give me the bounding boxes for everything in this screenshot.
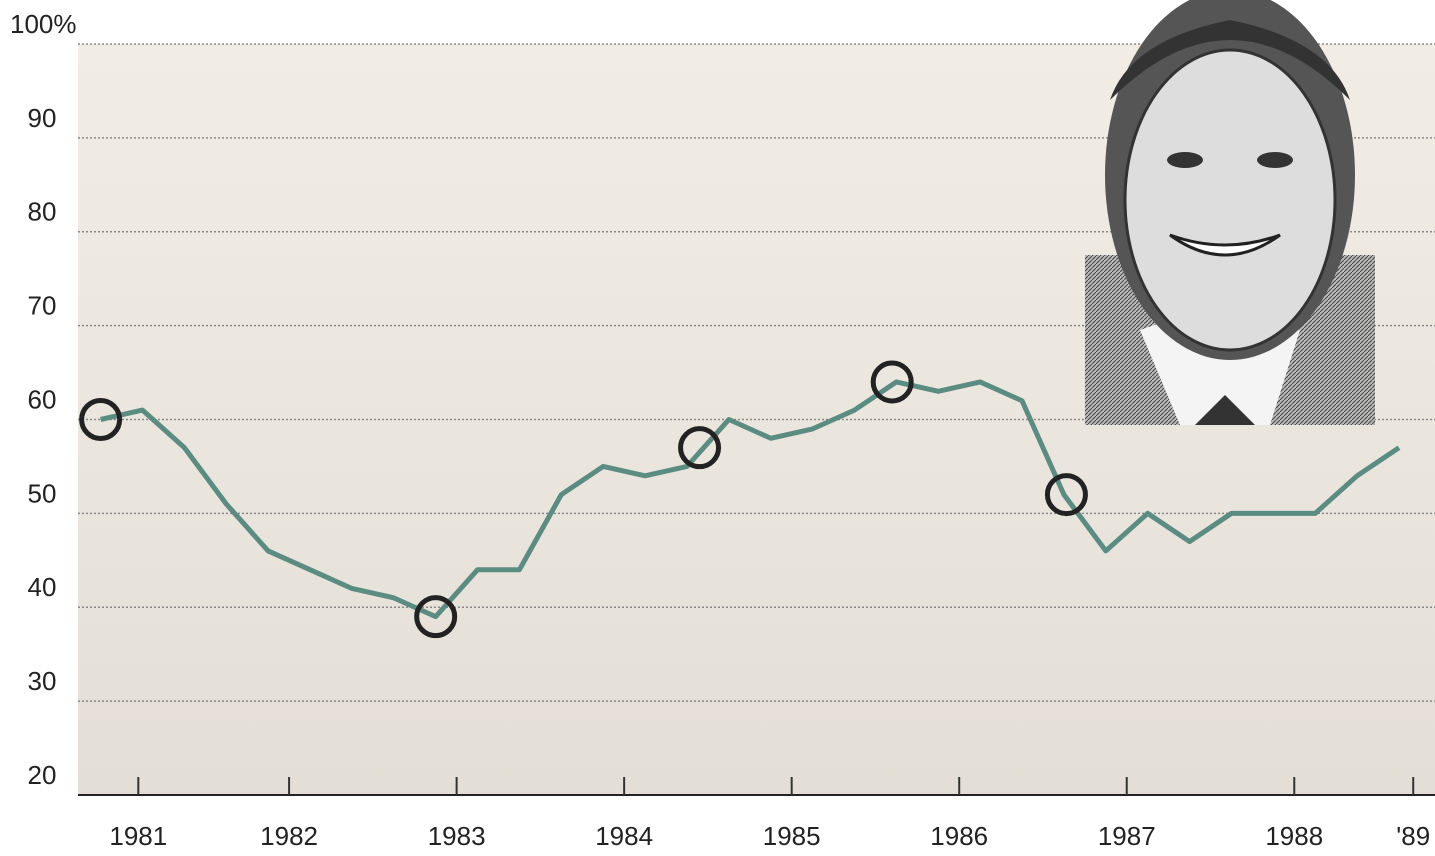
y-tick-label: 70 xyxy=(28,291,57,321)
y-tick-label: 30 xyxy=(28,666,57,696)
y-tick-label: 20 xyxy=(28,760,57,790)
y-tick-label: 100% xyxy=(10,9,77,39)
x-tick-label: '89 xyxy=(1396,821,1430,851)
x-tick-label: 1984 xyxy=(595,821,653,851)
x-tick-label: 1981 xyxy=(109,821,167,851)
x-tick-label: 1987 xyxy=(1098,821,1156,851)
x-tick-label: 1986 xyxy=(930,821,988,851)
x-tick-label: 1988 xyxy=(1265,821,1323,851)
x-tick-label: 1982 xyxy=(260,821,318,851)
x-tick-label: 1985 xyxy=(763,821,821,851)
y-tick-label: 40 xyxy=(28,572,57,602)
y-tick-label: 80 xyxy=(28,197,57,227)
y-tick-label: 60 xyxy=(28,384,57,414)
y-tick-label: 90 xyxy=(28,103,57,133)
chart: 20 30 40 50 60 70 80 90 100% 1981 1982 1983 1984 1985… xyxy=(0,0,1435,856)
x-tick-label: 1983 xyxy=(428,821,486,851)
y-tick-label: 50 xyxy=(28,478,57,508)
